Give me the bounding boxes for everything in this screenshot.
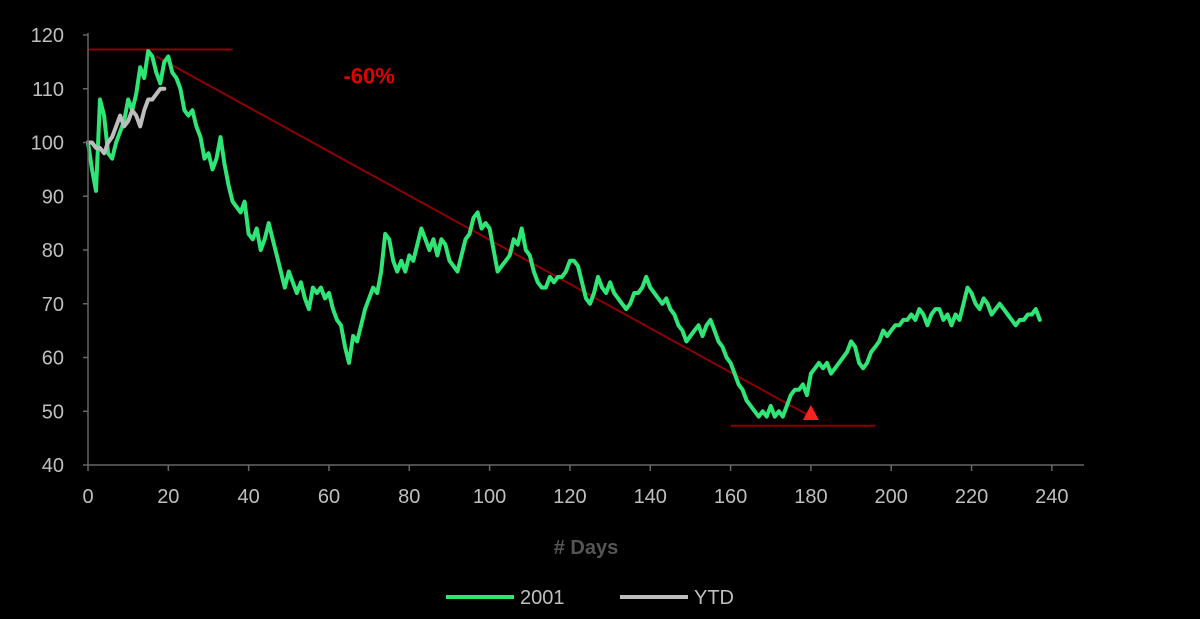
y-tick-label: 50 [42,401,64,423]
x-tick-label: 240 [1035,486,1068,508]
x-tick-label: 0 [82,486,93,508]
annotation-label: -60% [343,63,394,88]
y-tick-label: 90 [42,186,64,208]
x-tick-label: 220 [955,486,988,508]
x-tick-label: 60 [318,486,340,508]
x-tick-label: 80 [398,486,420,508]
x-tick-label: 100 [473,486,506,508]
y-tick-label: 110 [32,79,64,101]
x-axis-ticks: 0 20 40 60 80 100 120 140 160 180 200 220 240 [82,465,1069,508]
legend-label: YTD [694,587,734,609]
x-tick-label: 160 [714,486,747,508]
y-tick-label: 60 [42,348,64,370]
series-line-1 [86,86,167,156]
low-marker [802,404,819,420]
x-tick-label: 120 [553,486,586,508]
y-tick-label: 100 [31,133,64,155]
x-tick-label: 40 [238,486,260,508]
x-axis-title: # Days [554,537,619,559]
x-tick-label: 140 [634,486,667,508]
reference-lines [88,48,876,427]
y-tick-label: 70 [42,294,64,316]
y-tick-label: 80 [42,240,64,262]
series-lines [86,49,1042,419]
legend-label: 2001 [520,587,565,609]
x-tick-label: 200 [875,486,908,508]
y-tick-label: 120 [31,25,64,47]
legend: 2001 YTD [446,587,734,609]
y-tick-label: 40 [42,455,64,477]
annotations: -60% [343,63,394,88]
reference-line [155,55,812,418]
x-tick-label: 20 [157,486,179,508]
y-axis-ticks: 40 50 60 70 80 90 100 110 120 [31,25,88,477]
series-line-0 [86,49,1042,419]
triangle-marker [802,404,819,420]
x-tick-label: 180 [794,486,827,508]
